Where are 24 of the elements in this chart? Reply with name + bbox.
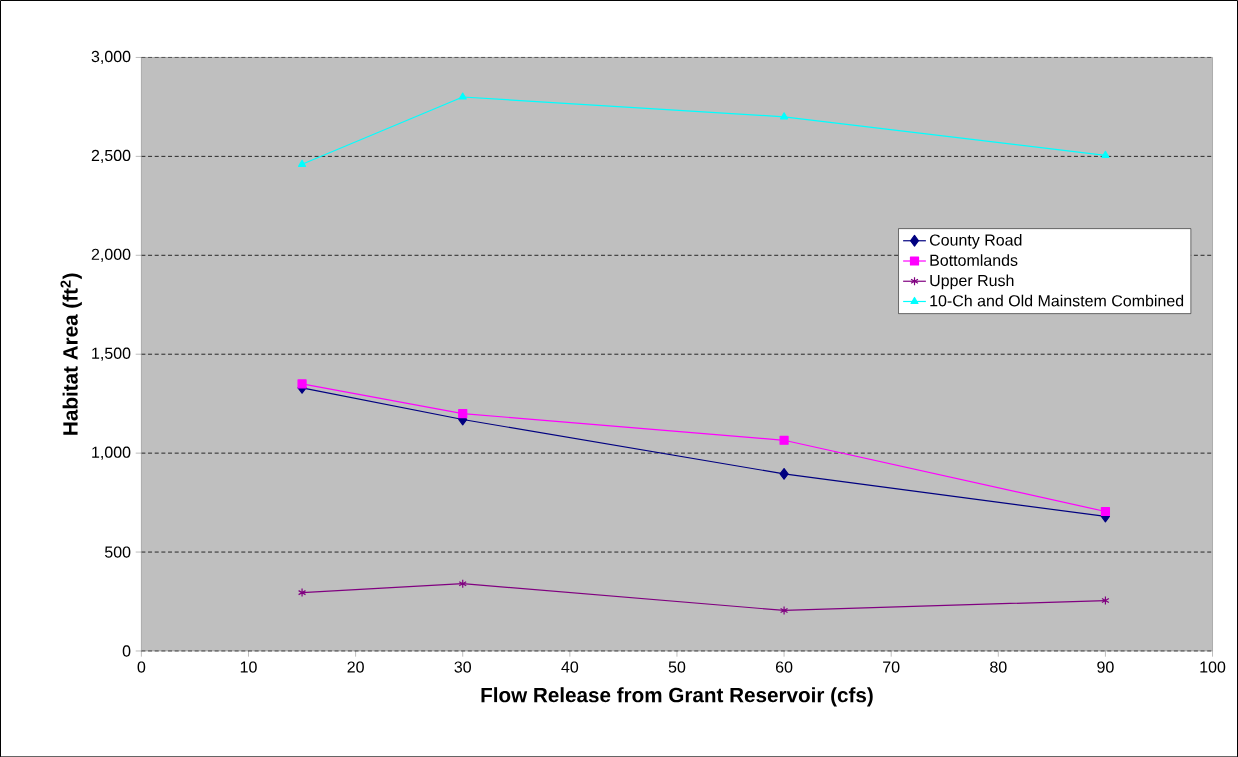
legend-label: County Road bbox=[929, 233, 1022, 249]
x-tick-label: 20 bbox=[347, 661, 364, 673]
y-tick-label: 1,500 bbox=[92, 347, 131, 361]
x-tick-label: 60 bbox=[776, 661, 793, 673]
y-tick-label: 1,000 bbox=[92, 446, 131, 460]
legend-label: Bottomlands bbox=[930, 254, 1018, 266]
x-tick-label: 50 bbox=[668, 661, 686, 673]
x-axis-title: Flow Release from Grant Reservoir (cfs) bbox=[481, 686, 873, 707]
x-tick-label: 40 bbox=[561, 661, 579, 673]
legend-label: Upper Rush bbox=[930, 274, 1014, 290]
x-tick-label: 70 bbox=[883, 661, 900, 673]
y-tick-label: 2,500 bbox=[91, 149, 131, 163]
x-tick-label: 0 bbox=[137, 661, 146, 673]
x-tick-label: 80 bbox=[990, 661, 1007, 673]
y-axis-title: Habitat Area (ft$^{2}$) bbox=[60, 273, 82, 435]
legend-label: 10-Ch and Old Mainstem Combined bbox=[930, 294, 1184, 307]
x-tick-label: 10 bbox=[240, 661, 257, 673]
y-tick-label: 2,000 bbox=[91, 248, 131, 262]
y-tick-label: 3,000 bbox=[91, 50, 131, 64]
x-tick-label: 100 bbox=[1200, 661, 1226, 673]
y-tick-label: 0 bbox=[122, 645, 131, 657]
x-tick-label: 90 bbox=[1097, 661, 1114, 673]
y-tick-label: 500 bbox=[104, 546, 131, 558]
x-tick-label: 30 bbox=[454, 661, 471, 673]
